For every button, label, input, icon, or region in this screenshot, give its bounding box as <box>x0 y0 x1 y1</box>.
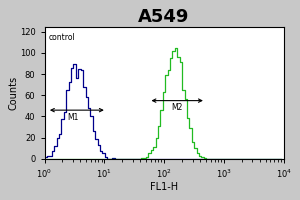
Title: A549: A549 <box>138 8 190 26</box>
Y-axis label: Counts: Counts <box>8 76 18 110</box>
Text: M2: M2 <box>172 103 183 112</box>
Text: control: control <box>48 33 75 42</box>
X-axis label: FL1-H: FL1-H <box>150 182 178 192</box>
Text: M1: M1 <box>67 113 78 122</box>
